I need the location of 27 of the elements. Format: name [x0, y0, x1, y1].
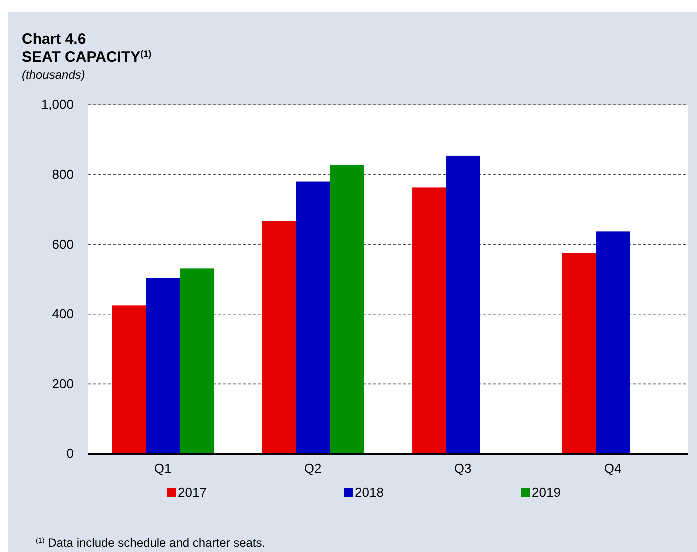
bar	[262, 221, 296, 454]
y-tick-label: 800	[52, 166, 74, 182]
bar	[112, 306, 146, 454]
y-tick-label: 400	[52, 306, 74, 322]
text: $^{(1)}$ Data include schedule and charter seats.	[36, 536, 266, 550]
chart-subtitle: SEAT CAPACITY$^{(1)}$	[22, 49, 152, 66]
x-tick-label: Q3	[454, 461, 472, 476]
legend-label: 2019	[532, 485, 561, 500]
y-tick-label: 200	[52, 376, 74, 392]
bar	[296, 182, 330, 454]
y-tick-label: 0	[66, 446, 74, 462]
legend-label: 2018	[355, 485, 384, 500]
x-tick-label: Q4	[604, 461, 622, 476]
bar	[330, 165, 364, 454]
bar	[446, 156, 480, 454]
bar	[180, 268, 214, 454]
bar	[562, 253, 596, 454]
x-tick-label: Q1	[154, 461, 172, 476]
chart-title: Chart 4.6	[22, 31, 86, 48]
x-tick-label: Q2	[304, 461, 322, 476]
y-tick-label: 1,000	[41, 97, 74, 112]
legend-label: 2017	[178, 485, 207, 500]
bar	[146, 278, 180, 454]
bar	[412, 188, 446, 454]
y-tick-label: 600	[52, 236, 74, 252]
bar	[596, 232, 630, 454]
y-axis-title: (thousands)	[22, 68, 86, 82]
